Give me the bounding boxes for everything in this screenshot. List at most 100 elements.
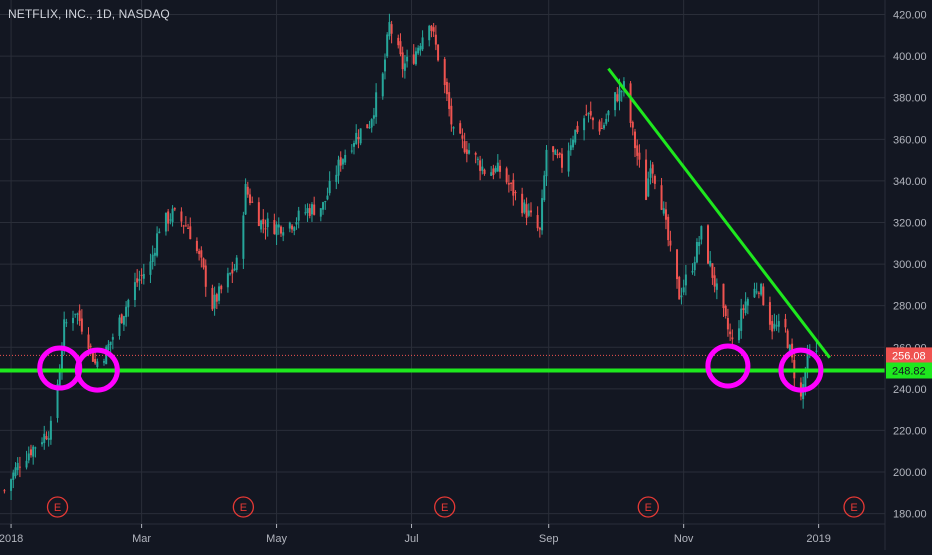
candle-body	[173, 208, 176, 210]
candle-body	[65, 322, 68, 324]
candle-body	[468, 150, 471, 154]
price-tick-label: 280.00	[893, 301, 927, 313]
candle-body	[587, 112, 590, 114]
candle-body	[326, 195, 329, 200]
candle-body	[96, 361, 99, 367]
circle-marker	[74, 347, 120, 393]
candle-body	[233, 268, 236, 271]
candle-body	[138, 278, 141, 281]
candle-body	[788, 345, 791, 352]
candle-body	[545, 149, 548, 177]
candle-body	[156, 233, 159, 256]
candle-body	[211, 288, 214, 310]
candle-body	[229, 273, 232, 275]
candle-body	[249, 194, 252, 204]
candle-body	[231, 269, 234, 274]
candle-body	[452, 127, 455, 129]
candle-body	[151, 254, 154, 263]
candle-body	[78, 310, 81, 321]
current-price-badge	[886, 347, 932, 364]
candle-body	[344, 154, 347, 163]
candle-body	[667, 216, 670, 241]
candle-body	[140, 274, 143, 276]
candle-body	[784, 318, 787, 328]
price-tick-label: 420.00	[893, 10, 927, 22]
candle-body	[220, 285, 223, 290]
candle-body	[552, 146, 555, 153]
candle-body	[226, 273, 229, 288]
candle-body	[158, 231, 161, 234]
candle-body	[390, 24, 393, 34]
candle-body	[72, 317, 75, 324]
candle-body	[49, 420, 52, 440]
candle-body	[722, 283, 725, 309]
candle-body	[645, 159, 648, 200]
candle-body	[558, 153, 561, 155]
candle-body	[678, 276, 681, 300]
candle-body	[499, 165, 502, 172]
candle-body	[122, 316, 125, 325]
candle-body	[242, 215, 245, 259]
descending-trendline	[607, 67, 831, 359]
candle-body	[490, 172, 493, 176]
candle-body	[335, 174, 338, 182]
candle-body	[109, 341, 112, 346]
candle-body	[560, 153, 563, 168]
candle-body	[607, 110, 610, 116]
candle-body	[244, 183, 247, 215]
price-tick-label: 220.00	[893, 425, 927, 437]
candle-body	[76, 313, 79, 315]
earnings-marker	[843, 496, 865, 518]
candle-body	[481, 166, 484, 171]
candle-body	[198, 251, 201, 254]
candle-body	[775, 325, 778, 327]
candle-body	[746, 299, 749, 306]
candle-body	[3, 490, 6, 492]
price-tick-label: 400.00	[893, 51, 927, 63]
candle-body	[428, 25, 431, 41]
candle-body	[574, 129, 577, 143]
candle-body	[372, 115, 375, 119]
candle-body	[273, 220, 276, 235]
candle-body	[474, 153, 477, 155]
candle-body	[680, 295, 683, 298]
candle-body	[105, 346, 108, 365]
candle-body	[622, 81, 625, 89]
candle-body	[169, 219, 172, 221]
candle-body	[308, 208, 311, 216]
time-tick-label: May	[266, 533, 287, 545]
candle-body	[541, 198, 544, 231]
candle-body	[419, 45, 422, 51]
candle-body	[319, 208, 322, 217]
candle-body	[662, 208, 665, 214]
candle-body	[339, 157, 342, 166]
time-tick-label: Mar	[132, 533, 151, 545]
time-tick-label: 2019	[806, 533, 830, 545]
candle-body	[492, 168, 495, 176]
candle-body	[567, 150, 570, 172]
candle-body	[257, 202, 260, 227]
candle-body	[450, 105, 453, 125]
candle-body	[355, 132, 358, 144]
candle-body	[260, 220, 263, 230]
candle-body	[32, 446, 35, 457]
candle-body	[215, 294, 218, 302]
candle-body	[235, 257, 238, 270]
candle-body	[631, 122, 634, 128]
candle-body	[403, 63, 406, 71]
candle-body	[164, 212, 167, 232]
candle-body	[111, 337, 114, 340]
candle-body	[149, 261, 152, 275]
candle-body	[381, 73, 384, 97]
candle-body	[600, 128, 603, 130]
candle-body	[388, 22, 391, 37]
candle-body	[47, 438, 50, 440]
candle-body	[12, 472, 15, 480]
candle-body	[80, 318, 83, 332]
candle-body	[218, 286, 221, 301]
